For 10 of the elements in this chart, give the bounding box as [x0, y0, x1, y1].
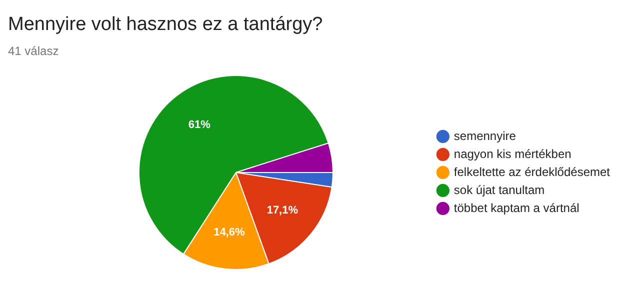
- text: 41 válasz: [8, 44, 59, 58]
- legend-label: nagyon kis mértékben: [454, 146, 572, 161]
- legend-label: többet kaptam a vártnál: [454, 200, 580, 215]
- legend-label: semennyire: [454, 128, 516, 143]
- chart-title: Mennyire volt hasznos ez a tantárgy?: [8, 14, 323, 36]
- data-label: 17,1%: [266, 204, 298, 217]
- legend-label: felkeltette az érdeklődésemet: [454, 164, 611, 179]
- data-label: 61%: [188, 118, 211, 131]
- data-label: 14,6%: [214, 226, 245, 238]
- legend-label: sok újat tanultam: [454, 182, 545, 197]
